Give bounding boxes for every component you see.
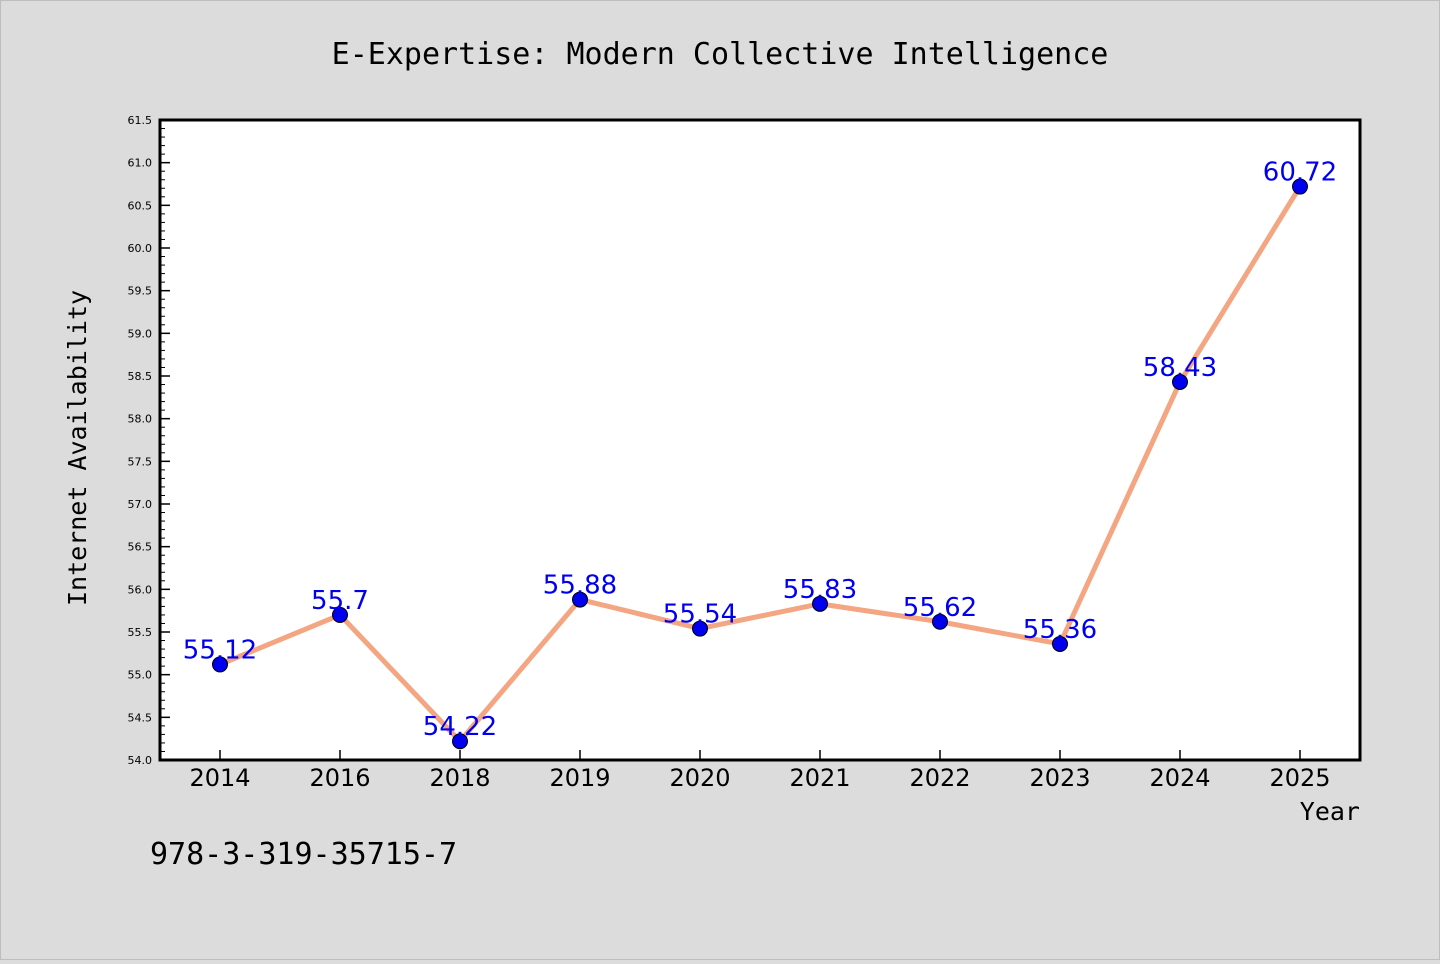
y-tick-label: 56.0	[128, 583, 153, 596]
y-tick-label: 58.0	[128, 413, 153, 426]
data-point	[332, 606, 348, 623]
y-tick-label: 56.5	[128, 541, 153, 554]
data-label-layer: 55.12 55.7 54.22 55.88 55.54 55.83 55.62 55.36 5…	[183, 158, 1337, 743]
x-tick-label: 2018	[429, 764, 490, 792]
series-layer	[212, 178, 1308, 750]
y-tick-label: 59.0	[128, 327, 153, 340]
data-point	[692, 620, 708, 637]
data-point	[812, 595, 828, 612]
y-tick-label: 57.0	[128, 498, 153, 511]
data-point	[452, 733, 468, 750]
x-axis-label: Year	[1300, 797, 1360, 826]
y-axis-ticks: 54.0 54.5 55.0 55.5 56.0 56.5 57.0 57.5 58.0 58.5…	[128, 114, 170, 767]
data-point	[212, 656, 228, 673]
y-tick-label: 58.5	[128, 370, 153, 383]
x-tick-label: 2024	[1149, 764, 1210, 792]
data-label: 54.22	[423, 712, 497, 742]
plot-area	[158, 118, 1362, 762]
data-label: 60.72	[1263, 158, 1337, 188]
y-axis-label: Internet Availability	[63, 290, 92, 606]
data-point	[932, 613, 948, 630]
x-tick-label: 2021	[789, 764, 850, 792]
y-tick-label: 60.0	[128, 242, 153, 255]
x-axis-ticks: 2014 2016 2018 2019 2020 2021 2022 2023 2024 2025	[189, 750, 1331, 792]
y-tick-label: 57.5	[128, 455, 153, 468]
y-tick-label: 54.0	[128, 754, 153, 767]
x-tick-label: 2020	[669, 764, 730, 792]
data-point	[572, 591, 588, 608]
series-line	[219, 185, 1303, 744]
data-point	[1052, 635, 1068, 652]
data-label: 55.88	[543, 571, 617, 601]
y-tick-label: 55.0	[128, 669, 153, 682]
data-label: 55.54	[663, 600, 737, 630]
data-label: 55.12	[183, 635, 257, 665]
y-tick-label: 61.5	[128, 114, 153, 127]
data-label: 55.83	[783, 575, 857, 605]
y-tick-label: 55.5	[128, 626, 153, 639]
isbn-text: 978-3-319-35715-7	[150, 837, 457, 872]
data-label: 55.7	[311, 586, 369, 616]
x-tick-label: 2023	[1029, 764, 1090, 792]
x-tick-label: 2022	[909, 764, 970, 792]
data-label: 55.36	[1023, 615, 1097, 645]
data-label: 58.43	[1143, 353, 1217, 383]
x-tick-label: 2016	[309, 764, 370, 792]
x-tick-label: 2014	[189, 764, 250, 792]
y-tick-label: 54.5	[128, 711, 153, 724]
y-tick-label: 60.5	[128, 199, 153, 212]
y-tick-label: 59.5	[128, 285, 153, 298]
data-point	[1172, 373, 1188, 390]
x-tick-label: 2019	[549, 764, 610, 792]
y-tick-label: 61.0	[128, 157, 153, 170]
x-tick-label: 2025	[1269, 764, 1330, 792]
chart-title: E-Expertise: Modern Collective Intellige…	[332, 37, 1109, 72]
data-point	[1292, 178, 1308, 195]
data-label: 55.62	[903, 593, 977, 623]
